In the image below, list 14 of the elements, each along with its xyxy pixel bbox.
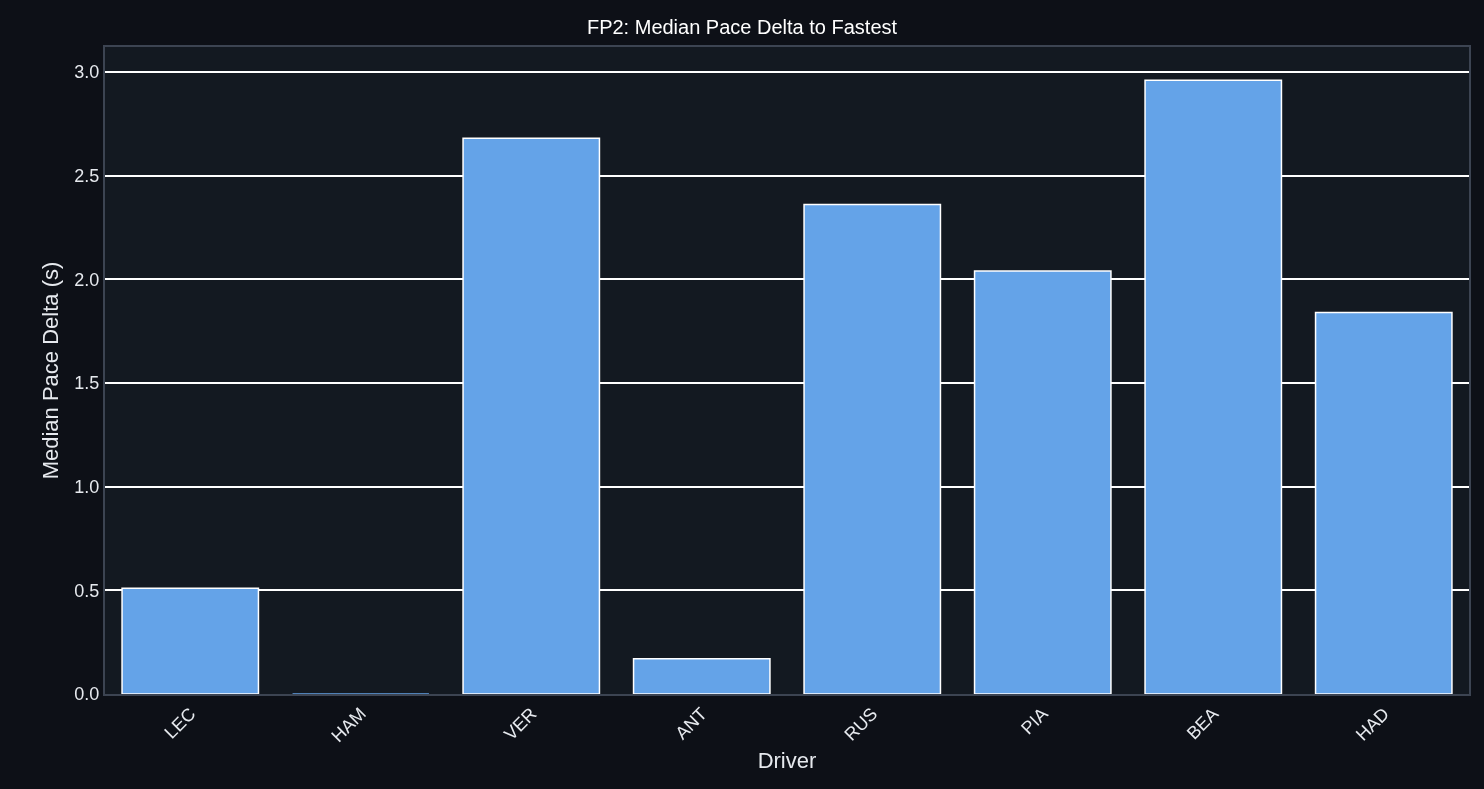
y-tick-label: 2.5: [74, 165, 100, 186]
y-tick-label: 1.5: [74, 373, 100, 394]
y-tick-label: 1.0: [74, 476, 100, 497]
x-tick-label: PIA: [1017, 703, 1052, 739]
y-tick-label: 0.5: [74, 580, 100, 601]
x-tick-label: BEA: [1182, 703, 1223, 744]
bar: [632, 658, 771, 694]
y-axis-title: Median Pace Delta (s): [37, 261, 63, 480]
chart-title: FP2: Median Pace Delta to Fastest: [586, 15, 898, 38]
x-tick-label: VER: [500, 703, 541, 744]
x-axis-title: Driver: [757, 748, 817, 774]
y-tick-label: 0.0: [74, 684, 100, 705]
y-tick-label: 3.0: [74, 62, 100, 83]
y-tick-label: 2.0: [74, 269, 100, 290]
